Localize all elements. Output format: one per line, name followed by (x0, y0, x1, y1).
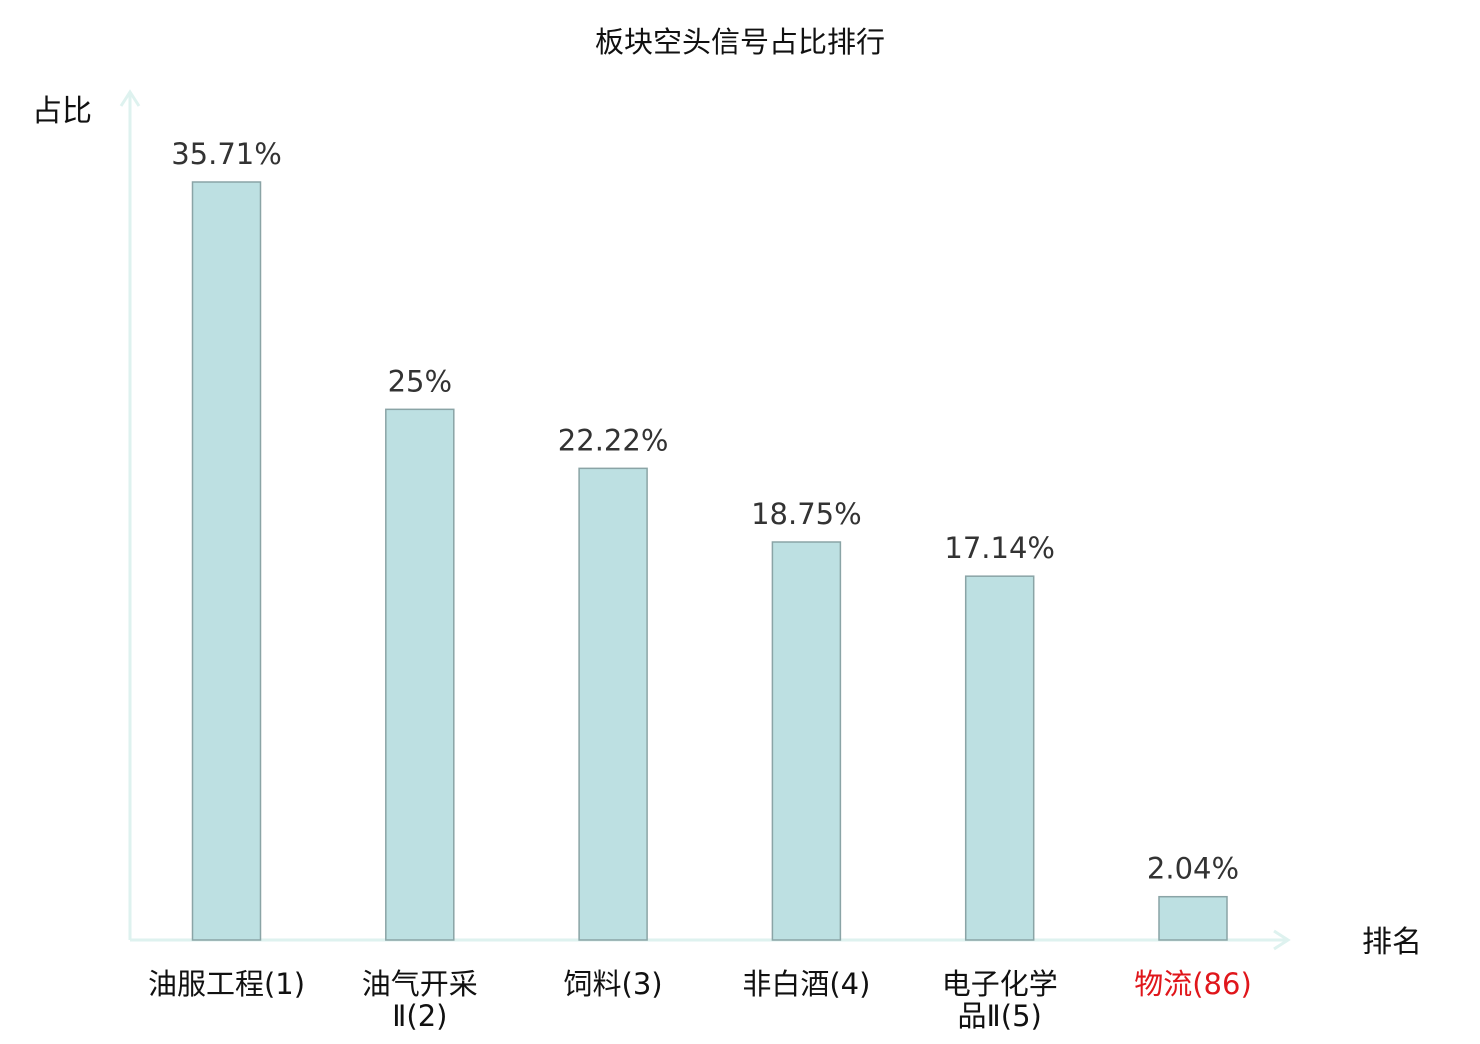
x-tick-label: Ⅱ(2) (392, 999, 447, 1033)
bar (191, 181, 262, 941)
x-tick-label: 油服工程(1) (148, 967, 305, 1001)
y-axis-label: 占比 (32, 94, 92, 129)
x-tick-label: 物流(86) (1134, 967, 1252, 1001)
x-tick-label: 品Ⅱ(5) (958, 999, 1042, 1033)
value-label: 17.14% (944, 531, 1055, 565)
value-labels-group: 35.71% 25% 22.22% 18.75% 17.14% 2.04% (171, 137, 1239, 886)
value-label: 25% (388, 364, 452, 398)
bars-group (191, 181, 1228, 941)
bar (385, 408, 455, 941)
x-axis-label: 排名 (1362, 925, 1422, 960)
axes (119, 89, 1291, 951)
x-tick-label: 非白酒(4) (742, 967, 870, 1001)
value-label: 35.71% (171, 137, 282, 171)
bar (578, 467, 648, 941)
chart-title: 板块空头信号占比排行 (595, 25, 885, 59)
bar (964, 575, 1035, 941)
x-tick-label: 油气开采 (362, 967, 478, 1001)
x-axis-arrow (1273, 929, 1291, 951)
y-axis-arrow (119, 89, 141, 107)
value-label: 18.75% (751, 497, 862, 531)
value-label: 22.22% (558, 423, 669, 457)
bar (1158, 895, 1228, 941)
bar (771, 541, 842, 941)
value-label: 2.04% (1147, 852, 1239, 886)
x-tick-label: 电子化学 (942, 967, 1058, 1001)
x-tick-label: 饲料(3) (564, 967, 663, 1001)
